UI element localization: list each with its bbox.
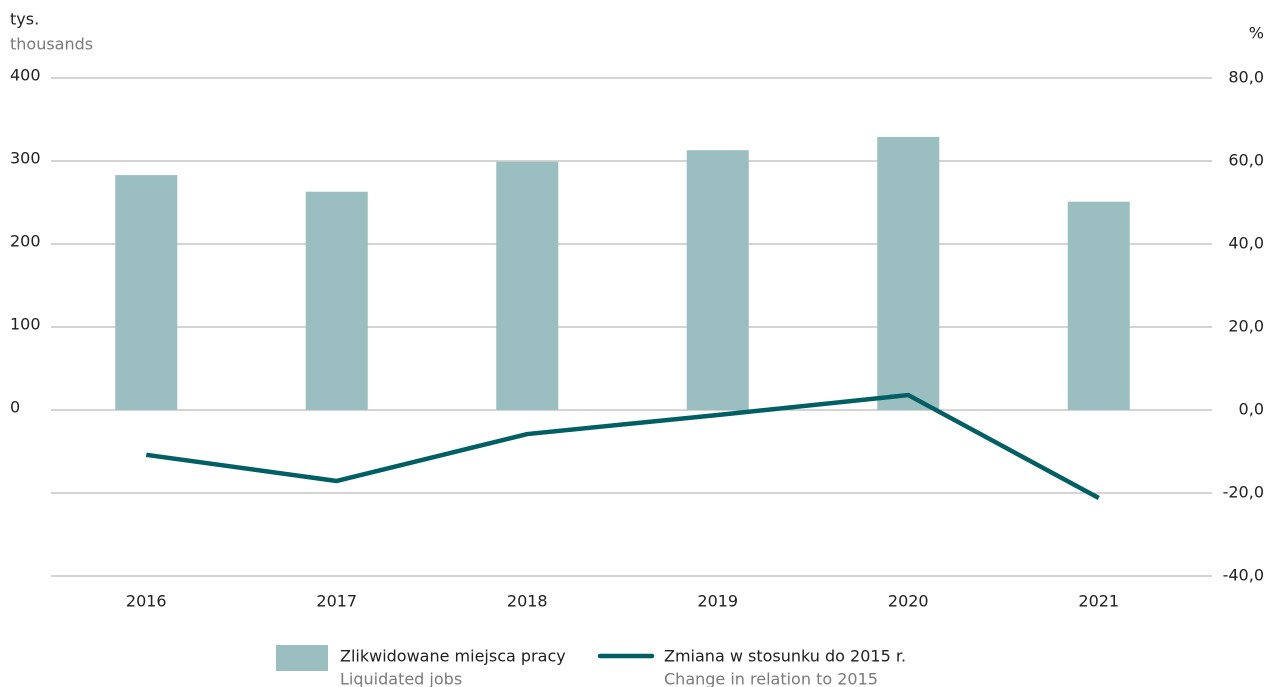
y2-axis-label: % <box>1249 24 1264 43</box>
y2-tick-label: -40,0 <box>1223 566 1264 585</box>
x-tick-label: 2017 <box>316 592 357 611</box>
legend-label: Zlikwidowane miejsca pracy <box>340 647 566 666</box>
bar <box>686 150 749 410</box>
x-tick-label: 2018 <box>507 592 548 611</box>
line <box>145 392 1100 500</box>
bar <box>115 175 178 410</box>
bar <box>877 136 940 410</box>
y2-tick-label: 80,0 <box>1228 68 1264 87</box>
y2-tick-label: 60,0 <box>1228 151 1264 170</box>
y-tick-label: 400 <box>10 66 41 85</box>
bar <box>496 161 559 410</box>
y2-tick-label: 40,0 <box>1228 234 1264 253</box>
x-tick-label: 2016 <box>126 592 167 611</box>
bar <box>1067 201 1130 410</box>
y2-tick-label: -20,0 <box>1223 483 1264 502</box>
y2-tick-label: 0,0 <box>1239 400 1264 419</box>
bar <box>305 191 368 410</box>
y-axis-label-en: thousands <box>10 35 93 54</box>
legend-swatch <box>276 645 328 671</box>
x-tick-label: 2020 <box>888 592 929 611</box>
y-tick-label: 0 <box>10 398 20 417</box>
x-tick-label: 2021 <box>1078 592 1119 611</box>
legend-label-en: Liquidated jobs <box>340 670 462 687</box>
y-axis-label: tys. <box>10 10 39 29</box>
legend-label-en: Change in relation to 2015 <box>664 670 878 687</box>
y-tick-label: 100 <box>10 315 41 334</box>
legend-label: Zmiana w stosunku do 2015 r. <box>664 647 906 666</box>
y-tick-label: 200 <box>10 232 41 251</box>
y2-tick-label: 20,0 <box>1228 317 1264 336</box>
x-tick-label: 2019 <box>697 592 738 611</box>
y-tick-label: 300 <box>10 149 41 168</box>
